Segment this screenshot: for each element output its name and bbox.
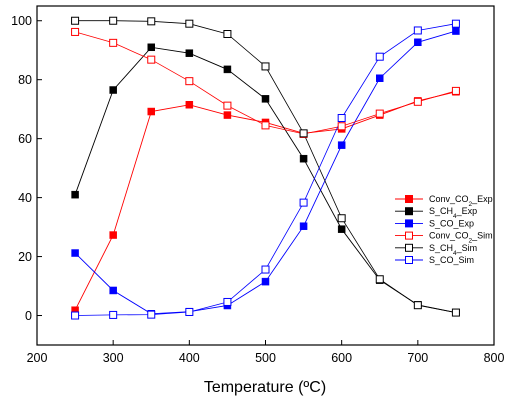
- legend-label-part: S_CO_Exp: [429, 218, 474, 228]
- y-tick-label: 60: [18, 132, 32, 146]
- data-point-Conv_CO2_Sim: [185, 77, 194, 86]
- axes: 200 300 400 500 600 700 800 0 20 40 60 80 100: [11, 14, 504, 365]
- legend-label-part: 2: [469, 237, 473, 244]
- data-point-S_CH4_Exp: [109, 86, 117, 94]
- legend-label: Conv_CO2_Sim: [429, 231, 493, 245]
- data-point-S_CH4_Sim: [337, 214, 346, 223]
- data-point-Conv_CO2_Exp: [147, 107, 155, 116]
- legend-label: S_CH4_Exp: [429, 206, 477, 220]
- data-point-Conv_CO2_Sim: [223, 101, 232, 110]
- legend-label: S_CO_Sim: [429, 255, 474, 265]
- y-tick-label: 0: [25, 309, 32, 323]
- legend-marker: [405, 195, 413, 203]
- data-point-S_CO_Sim: [299, 198, 308, 207]
- series-line-Conv_CO2_Sim: [74, 31, 457, 135]
- data-point-S_CO_Exp: [71, 249, 79, 257]
- legend-label-part: 4: [453, 213, 457, 220]
- data-point-S_CO_Exp: [337, 141, 346, 149]
- data-point-S_CO_Sim: [223, 297, 232, 306]
- data-point-S_CH4_Sim: [299, 129, 308, 138]
- data-point-S_CH4_Exp: [185, 49, 194, 57]
- y-tick-label: 20: [18, 250, 32, 264]
- data-point-S_CH4_Sim: [147, 17, 156, 26]
- legend-marker: [405, 243, 413, 252]
- data-point-Conv_CO2_Sim: [375, 109, 384, 118]
- data-point-S_CH4_Sim: [451, 308, 460, 317]
- data-point-S_CO_Sim: [185, 307, 194, 316]
- legend-label-part: 2: [469, 201, 473, 208]
- data-point-S_CO_Sim: [451, 19, 460, 28]
- data-point-S_CO_Exp: [261, 277, 270, 286]
- data-point-S_CH4_Sim: [261, 62, 270, 71]
- legend-label-part: 4: [453, 249, 457, 256]
- data-point-S_CH4_Sim: [375, 275, 384, 284]
- data-point-S_CH4_Exp: [71, 190, 79, 199]
- data-point-S_CO_Exp: [376, 74, 384, 82]
- legend-label: Conv_CO2_Exp: [429, 194, 493, 208]
- data-point-S_CO_Exp: [109, 286, 117, 295]
- x-tick-label: 500: [255, 351, 276, 365]
- data-point-S_CO_Exp: [414, 38, 422, 47]
- legend-marker: [405, 207, 413, 216]
- y-tick-label: 40: [18, 191, 32, 205]
- data-point-S_CH4_Sim: [413, 301, 422, 310]
- data-point-S_CH4_Sim: [223, 30, 232, 39]
- data-point-Conv_CO2_Sim: [451, 86, 460, 95]
- x-tick-label: 300: [103, 351, 124, 365]
- data-point-S_CH4_Sim: [109, 16, 118, 25]
- data-point-Conv_CO2_Exp: [223, 111, 232, 119]
- data-point-S_CH4_Sim: [71, 16, 80, 25]
- legend-marker: [405, 256, 413, 264]
- legend-marker: [405, 231, 413, 240]
- data-point-Conv_CO2_Sim: [71, 27, 80, 36]
- data-point-S_CH4_Sim: [185, 19, 194, 28]
- data-point-S_CH4_Exp: [261, 95, 270, 103]
- legend-label-part: _Exp: [456, 206, 478, 216]
- plot-frame: [36, 5, 495, 346]
- x-tick-label: 200: [27, 351, 48, 365]
- data-point-S_CO_Sim: [337, 114, 346, 123]
- legend-label-part: _Sim: [471, 231, 493, 241]
- data-point-S_CO_Sim: [147, 310, 156, 319]
- data-point-Conv_CO2_Exp: [109, 231, 117, 239]
- data-point-S_CH4_Exp: [337, 225, 346, 233]
- legend: Conv_CO2_ExpS_CH4_ExpS_CO_ExpConv_CO2_Si…: [395, 194, 493, 265]
- y-tick-label: 80: [18, 73, 32, 87]
- legend-label: S_CO_Exp: [429, 218, 474, 228]
- legend-label-part: _Sim: [456, 243, 478, 253]
- legend-label-part: S_CH: [429, 206, 453, 216]
- data-point-S_CO_Sim: [413, 26, 422, 35]
- data-point-Conv_CO2_Sim: [109, 38, 118, 47]
- y-tick-label: 100: [11, 14, 32, 28]
- x-tick-label: 600: [331, 351, 352, 365]
- x-tick-label: 800: [484, 351, 505, 365]
- data-point-Conv_CO2_Exp: [185, 101, 194, 109]
- data-point-S_CO_Sim: [261, 265, 270, 274]
- legend-marker: [405, 219, 413, 228]
- data-point-S_CH4_Exp: [147, 43, 155, 52]
- data-point-S_CO_Exp: [452, 27, 460, 35]
- x-axis-title: Temperature (ºC): [204, 379, 326, 396]
- legend-label-part: S_CO_Sim: [429, 255, 474, 265]
- legend-label-part: _Exp: [471, 194, 493, 204]
- data-point-Conv_CO2_Sim: [413, 97, 422, 106]
- legend-label-part: Conv_CO: [429, 231, 469, 241]
- x-tick-label: 400: [179, 351, 200, 365]
- data-point-Conv_CO2_Sim: [261, 121, 270, 130]
- data-point-S_CO_Sim: [71, 311, 80, 320]
- data-point-S_CO_Sim: [109, 310, 118, 319]
- data-point-S_CH4_Exp: [299, 154, 308, 163]
- data-point-S_CO_Exp: [299, 222, 308, 230]
- series-markers: [71, 16, 460, 320]
- legend-label-part: S_CH: [429, 243, 453, 253]
- data-point-Conv_CO2_Sim: [147, 55, 156, 64]
- x-tick-label: 700: [407, 351, 428, 365]
- legend-label: S_CH4_Sim: [429, 243, 477, 256]
- data-point-S_CH4_Exp: [223, 65, 232, 74]
- data-point-S_CO_Sim: [375, 52, 384, 61]
- data-point-Conv_CO2_Sim: [337, 122, 346, 131]
- legend-label-part: Conv_CO: [429, 194, 469, 204]
